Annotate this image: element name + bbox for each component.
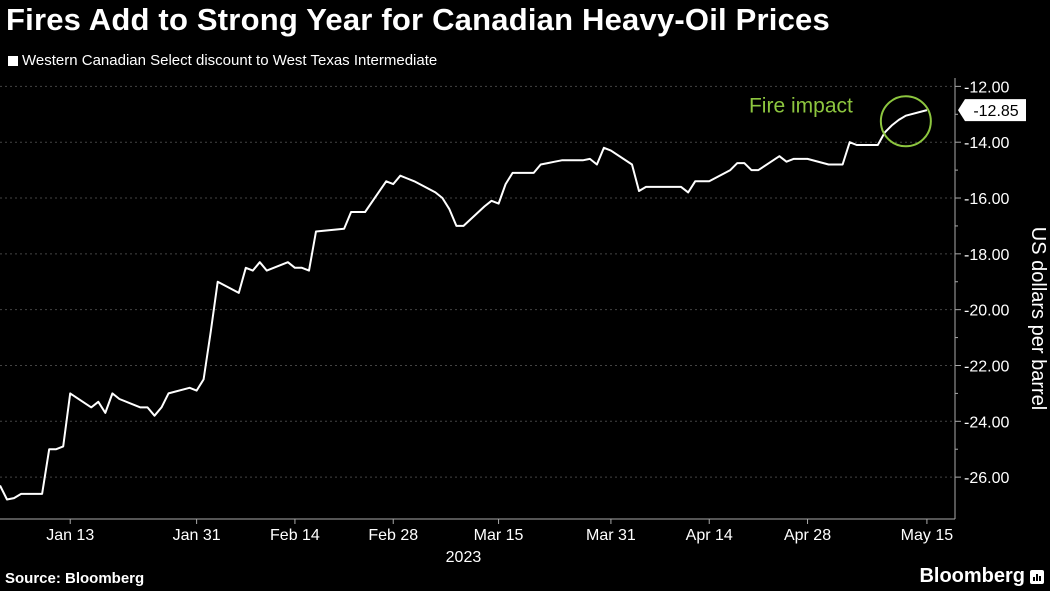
chart-title: Fires Add to Strong Year for Canadian He… — [6, 2, 830, 37]
x-tick-label: Jan 31 — [173, 527, 221, 544]
y-tick-label: -12.00 — [964, 79, 1009, 96]
annotation-label: Fire impact — [749, 94, 853, 117]
x-tick-label: Mar 31 — [586, 527, 636, 544]
annotation-circle — [879, 95, 932, 148]
legend: Western Canadian Select discount to West… — [8, 52, 437, 69]
x-tick-label: Feb 28 — [368, 527, 418, 544]
x-year-label: 2023 — [446, 549, 482, 566]
y-tick-label: -22.00 — [964, 358, 1009, 375]
y-tick-label: -26.00 — [964, 470, 1009, 487]
legend-label: Western Canadian Select discount to West… — [22, 52, 438, 69]
x-tick-label: Apr 14 — [686, 527, 733, 544]
x-tick-label: Apr 28 — [784, 527, 831, 544]
y-tick-label: -14.00 — [964, 135, 1009, 152]
bar-chart-icon — [1030, 569, 1044, 584]
series-line — [0, 109, 928, 501]
legend-swatch — [8, 55, 18, 66]
last-value-label: -12.85 — [973, 103, 1018, 120]
y-tick-label: -24.00 — [964, 414, 1009, 431]
x-tick-label: Jan 13 — [46, 527, 94, 544]
y-axis-title: US dollars per barrel — [1027, 227, 1049, 410]
last-value-badge — [958, 99, 1026, 122]
y-tick-label: -20.00 — [964, 303, 1009, 320]
source-label: Source: Bloomberg — [5, 570, 145, 587]
x-tick-label: Feb 14 — [270, 527, 320, 544]
y-tick-label: -16.00 — [964, 191, 1009, 208]
x-tick-label: May 15 — [901, 527, 954, 544]
y-tick-label: -18.00 — [964, 247, 1009, 264]
x-tick-label: Mar 15 — [474, 527, 524, 544]
brand-logo: Bloomberg — [919, 565, 1044, 588]
brand-name: Bloomberg — [919, 565, 1025, 587]
